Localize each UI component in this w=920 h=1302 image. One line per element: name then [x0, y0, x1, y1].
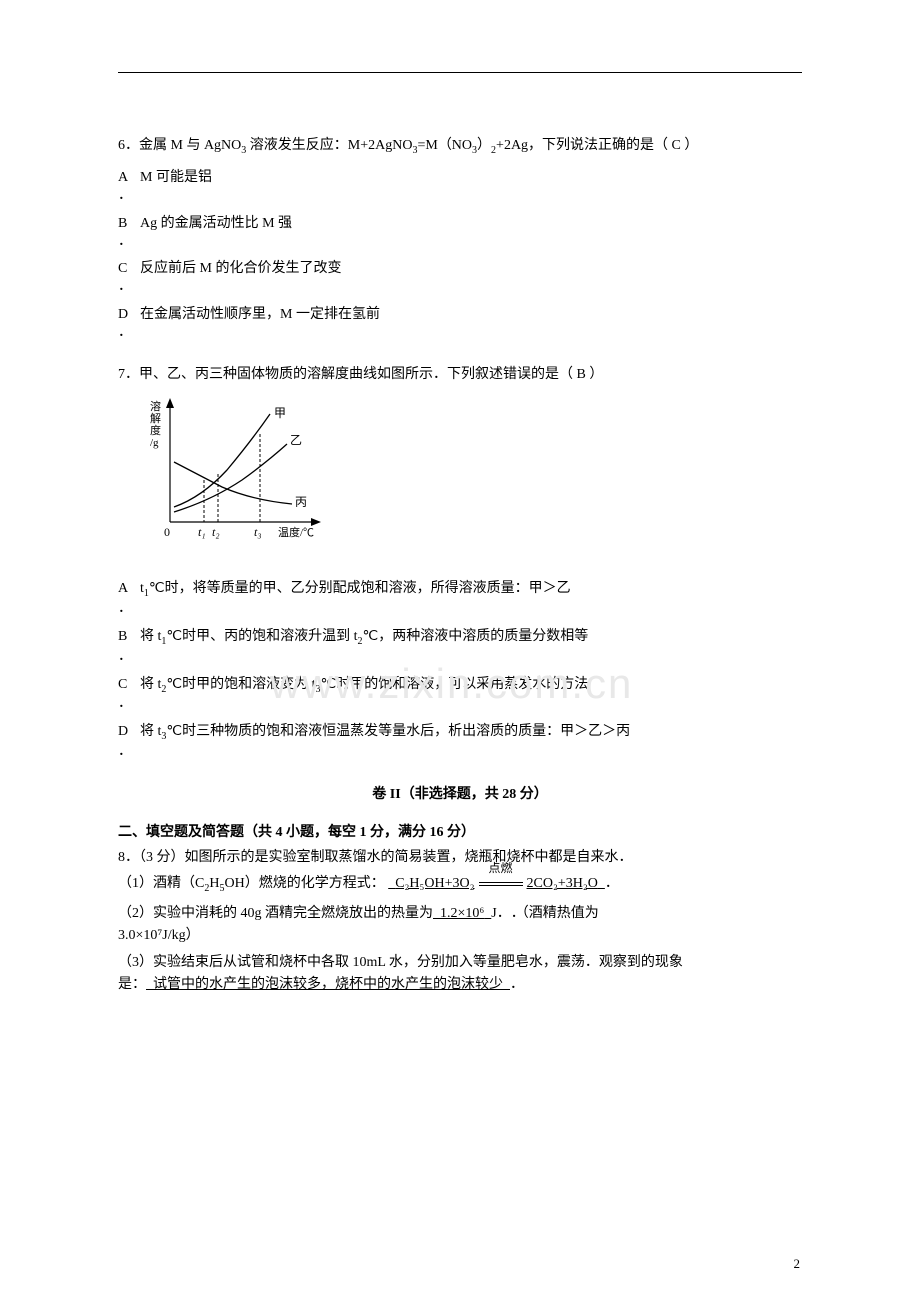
y-arrow [166, 398, 174, 408]
q6-option-b: B Ag 的金属活动性比 M 强 [118, 213, 802, 234]
option-text: 反应前后 M 的化合价发生了改变 [140, 258, 802, 279]
q8-part2-line2: 3.0×10⁷J/kg） [118, 925, 802, 947]
svg-text:度: 度 [150, 423, 161, 437]
option-dot: ． [118, 188, 802, 205]
option-text: t1℃时，将等质量的甲、乙分别配成饱和溶液，所得溶液质量：甲＞乙 [140, 578, 802, 601]
label-zero: 0 [164, 525, 170, 539]
label-t1: t₁ [198, 525, 206, 539]
q8-part1: （1）酒精（C2H5OH）燃烧的化学方程式： C₂H₅OH+3O₂点燃2CO₂+… [118, 873, 802, 897]
chart-svg: 溶 解 度 /g 甲 乙 丙 0 t₁ t₂ t₃ 温度/℃ [142, 392, 332, 552]
option-text: M 可能是铝 [140, 167, 802, 188]
label-t2: t₂ [212, 525, 220, 539]
option-dot: ． [118, 234, 802, 251]
q7-stem: 7．甲、乙、丙三种固体物质的溶解度曲线如图所示．下列叙述错误的是（ B ） [118, 364, 802, 386]
option-letter: A [118, 167, 140, 188]
curve-bing [174, 462, 292, 504]
option-dot: ． [118, 325, 802, 342]
q7-option-b: B 将 t1℃时甲、丙的饱和溶液升温到 t2℃，两种溶液中溶质的质量分数相等 [118, 626, 802, 649]
q6-option-c: C 反应前后 M 的化合价发生了改变 [118, 258, 802, 279]
label-bing: 丙 [295, 495, 307, 509]
q6-option-a: A M 可能是铝 [118, 167, 802, 188]
top-rule [118, 72, 802, 73]
x-arrow [311, 518, 321, 526]
q8-part3-line2: 是： 试管中的水产生的泡沫较多，烧杯中的水产生的泡沫较少 ． [118, 974, 802, 996]
q6-stem-text: 6．金属 M 与 AgNO3 溶液发生反应：M+2AgNO3=M（NO3）2+2… [118, 138, 698, 153]
q8-stem: 8．（3 分）如图所示的是实验室制取蒸馏水的简易装置，烧瓶和烧杯中都是自来水． [118, 847, 802, 869]
option-letter: B [118, 213, 140, 234]
fill-section-title: 二、填空题及简答题（共 4 小题，每空 1 分，满分 16 分） [118, 821, 802, 841]
option-text: 将 t2℃时甲的饱和溶液变为 t3℃时甲的饱和溶液，可以采用蒸发水的方法 [140, 674, 802, 697]
q6-stem: 6．金属 M 与 AgNO3 溶液发生反应：M+2AgNO3=M（NO3）2+2… [118, 135, 802, 159]
section-2-title: 卷 II（非选择题，共 28 分） [118, 783, 802, 803]
option-text: 将 t1℃时甲、丙的饱和溶液升温到 t2℃，两种溶液中溶质的质量分数相等 [140, 626, 802, 649]
q7-option-a: A t1℃时，将等质量的甲、乙分别配成饱和溶液，所得溶液质量：甲＞乙 [118, 578, 802, 601]
option-text: Ag 的金属活动性比 M 强 [140, 213, 802, 234]
label-yi: 乙 [290, 433, 302, 447]
option-dot: ． [118, 279, 802, 296]
curve-yi [174, 444, 287, 512]
q7-option-c: C 将 t2℃时甲的饱和溶液变为 t3℃时甲的饱和溶液，可以采用蒸发水的方法 [118, 674, 802, 697]
svg-text:/g: /g [150, 437, 159, 449]
option-letter: C [118, 258, 140, 279]
option-text: 在金属活动性顺序里，M 一定排在氢前 [140, 304, 802, 325]
y-axis-label: 溶 [150, 399, 161, 413]
q8-eq-blank: C₂H₅OH+3O₂点燃2CO₂+3H₂O [388, 876, 605, 891]
q8-p2-blank: 1.2×10⁶ [433, 906, 491, 921]
option-letter: C [118, 674, 140, 697]
option-letter: D [118, 721, 140, 744]
q8-p3-blank: 试管中的水产生的泡沫较多，烧杯中的水产生的泡沫较少 [146, 977, 510, 992]
x-axis-label: 温度/℃ [278, 525, 314, 539]
option-dot: ． [118, 744, 802, 761]
q8-part3-line1: （3）实验结束后从试管和烧杯中各取 10mL 水，分别加入等量肥皂水，震荡．观察… [118, 952, 802, 974]
svg-text:解: 解 [150, 411, 161, 425]
solubility-chart: 溶 解 度 /g 甲 乙 丙 0 t₁ t₂ t₃ 温度/℃ [142, 392, 332, 552]
option-dot: ． [118, 696, 802, 713]
option-letter: A [118, 578, 140, 601]
q7-option-d: D 将 t3℃时三种物质的饱和溶液恒温蒸发等量水后，析出溶质的质量：甲＞乙＞丙 [118, 721, 802, 744]
q8-part2: （2）实验中消耗的 40g 酒精完全燃烧放出的热量为 1.2×10⁶ J．．（酒… [118, 903, 802, 925]
label-t3: t₃ [254, 525, 262, 539]
option-letter: B [118, 626, 140, 649]
label-jia: 甲 [274, 406, 286, 420]
option-dot: ． [118, 649, 802, 666]
option-dot: ． [118, 601, 802, 618]
option-text: 将 t3℃时三种物质的饱和溶液恒温蒸发等量水后，析出溶质的质量：甲＞乙＞丙 [140, 721, 802, 744]
page-number: 2 [794, 1256, 801, 1272]
q6-option-d: D 在金属活动性顺序里，M 一定排在氢前 [118, 304, 802, 325]
option-letter: D [118, 304, 140, 325]
curve-jia [174, 414, 270, 507]
